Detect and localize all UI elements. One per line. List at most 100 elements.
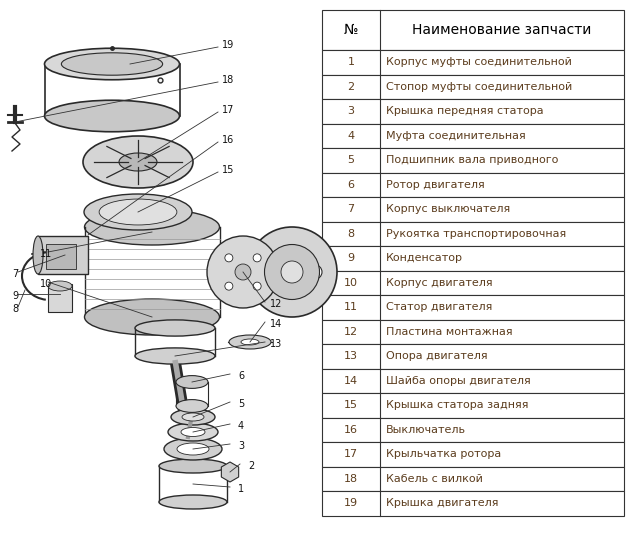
Text: Стопор муфты соединительной: Стопор муфты соединительной: [386, 82, 572, 92]
Bar: [46, 244, 76, 269]
Text: 7: 7: [347, 204, 355, 214]
Text: Кабель с вилкой: Кабель с вилкой: [386, 474, 483, 484]
Text: 18: 18: [344, 474, 358, 484]
Ellipse shape: [83, 136, 193, 188]
Text: 3: 3: [347, 106, 354, 116]
Text: 19: 19: [222, 40, 234, 50]
Text: 10: 10: [40, 279, 52, 289]
Text: 15: 15: [222, 165, 234, 175]
Ellipse shape: [45, 48, 180, 80]
Text: 10: 10: [344, 278, 358, 288]
Ellipse shape: [182, 413, 204, 421]
Text: 17: 17: [344, 449, 358, 459]
Text: 1: 1: [238, 484, 244, 494]
Text: Наименование запчасти: Наименование запчасти: [413, 23, 592, 37]
Text: 5: 5: [347, 155, 354, 165]
Ellipse shape: [168, 423, 218, 441]
Ellipse shape: [253, 254, 261, 262]
Ellipse shape: [99, 199, 177, 225]
Bar: [322, 270, 624, 295]
Bar: [322, 467, 624, 491]
Text: 9: 9: [12, 291, 18, 301]
Bar: [48, 284, 72, 312]
Bar: [322, 491, 624, 515]
Text: Крышка двигателя: Крышка двигателя: [386, 498, 499, 508]
Ellipse shape: [253, 282, 261, 290]
Text: 8: 8: [12, 304, 18, 314]
Text: Пластина монтажная: Пластина монтажная: [386, 327, 512, 337]
Text: Конденсатор: Конденсатор: [386, 253, 463, 263]
Bar: [322, 222, 624, 246]
Text: 16: 16: [344, 425, 358, 435]
Text: 2: 2: [347, 82, 355, 92]
Text: Крыльчатка ротора: Крыльчатка ротора: [386, 449, 501, 459]
Ellipse shape: [225, 282, 233, 290]
Text: 12: 12: [270, 299, 283, 309]
Ellipse shape: [176, 399, 208, 412]
Text: Ротор двигателя: Ротор двигателя: [386, 180, 485, 190]
Bar: [38, 236, 88, 274]
Bar: [322, 197, 624, 222]
Ellipse shape: [264, 244, 320, 300]
Text: 19: 19: [344, 498, 358, 508]
Ellipse shape: [308, 265, 322, 279]
Ellipse shape: [85, 299, 220, 335]
Ellipse shape: [159, 495, 227, 509]
Text: 14: 14: [344, 376, 358, 386]
Ellipse shape: [119, 153, 157, 171]
Ellipse shape: [171, 409, 215, 425]
Bar: [322, 10, 624, 50]
Text: Крышка статора задняя: Крышка статора задняя: [386, 400, 529, 410]
Text: 11: 11: [40, 249, 52, 259]
Text: 4: 4: [347, 131, 355, 141]
Ellipse shape: [33, 236, 43, 274]
Bar: [322, 442, 624, 467]
Ellipse shape: [181, 428, 205, 436]
Text: Статор двигателя: Статор двигателя: [386, 302, 492, 312]
Bar: [322, 417, 624, 442]
Text: 4: 4: [238, 421, 244, 431]
Ellipse shape: [235, 264, 251, 280]
Text: Крышка передняя статора: Крышка передняя статора: [386, 106, 544, 116]
Text: 7: 7: [12, 269, 18, 279]
Ellipse shape: [135, 320, 215, 336]
Text: 13: 13: [344, 351, 358, 362]
Ellipse shape: [45, 100, 180, 132]
Ellipse shape: [85, 209, 220, 245]
Ellipse shape: [207, 236, 279, 308]
Text: 16: 16: [222, 135, 234, 145]
Ellipse shape: [247, 227, 337, 317]
Text: Подшипник вала приводного: Подшипник вала приводного: [386, 155, 558, 165]
Text: Муфта соединительная: Муфта соединительная: [386, 131, 526, 141]
Bar: [322, 295, 624, 319]
Text: 6: 6: [347, 180, 354, 190]
Text: Опора двигателя: Опора двигателя: [386, 351, 487, 362]
Ellipse shape: [84, 194, 192, 230]
Bar: [322, 124, 624, 148]
Bar: [322, 344, 624, 369]
Ellipse shape: [164, 438, 222, 460]
Text: 17: 17: [222, 105, 234, 115]
Text: Корпус муфты соединительной: Корпус муфты соединительной: [386, 57, 572, 67]
Text: 15: 15: [344, 400, 358, 410]
Text: 1: 1: [347, 57, 354, 67]
Ellipse shape: [135, 348, 215, 364]
Text: 12: 12: [344, 327, 358, 337]
Text: 18: 18: [222, 75, 234, 85]
Text: 5: 5: [238, 399, 244, 409]
Bar: [322, 246, 624, 270]
Ellipse shape: [241, 339, 259, 345]
Bar: [322, 74, 624, 99]
Ellipse shape: [48, 281, 72, 291]
Ellipse shape: [281, 261, 303, 283]
Ellipse shape: [225, 254, 233, 262]
Text: 13: 13: [270, 339, 282, 349]
Text: 14: 14: [270, 319, 282, 329]
Text: Корпус двигателя: Корпус двигателя: [386, 278, 492, 288]
Text: №: №: [344, 23, 358, 37]
Text: 6: 6: [238, 371, 244, 381]
Text: Рукоятка транспортировочная: Рукоятка транспортировочная: [386, 229, 566, 238]
Ellipse shape: [177, 443, 209, 455]
Text: 3: 3: [238, 441, 244, 451]
Text: Шайба опоры двигателя: Шайба опоры двигателя: [386, 376, 531, 386]
